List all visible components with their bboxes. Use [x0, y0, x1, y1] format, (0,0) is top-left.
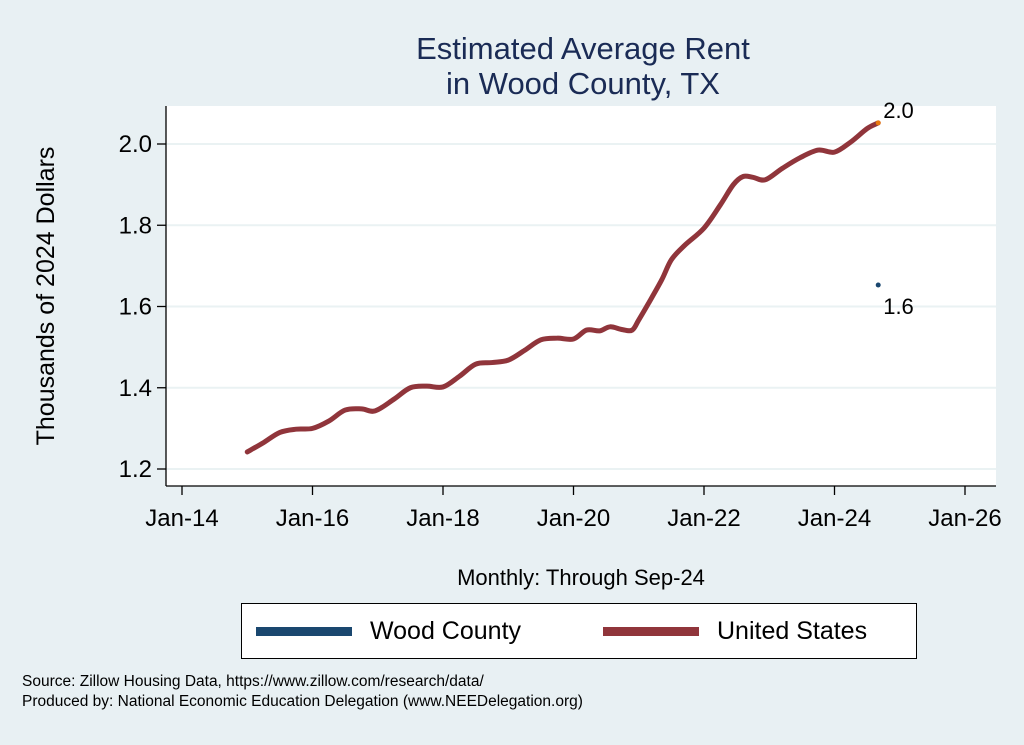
- legend-swatch-united-states: [603, 626, 699, 636]
- produced-by-note: Produced by: National Economic Education…: [22, 693, 583, 710]
- y-tick-label: 1.6: [119, 294, 152, 321]
- legend-swatch-wood-county: [256, 626, 352, 636]
- y-tick-label: 1.4: [119, 375, 152, 402]
- y-axis-title: Thousands of 2024 Dollars: [32, 147, 60, 446]
- series-group: [244, 120, 881, 455]
- end-marker-united-states: [875, 120, 881, 126]
- plot-area: [166, 106, 996, 486]
- x-axis-title: Monthly: Through Sep-24: [457, 565, 705, 590]
- end-label-united-states: 2.0: [883, 98, 914, 123]
- chart-title-line-1: Estimated Average Rent: [416, 31, 750, 66]
- axes: [165, 106, 996, 487]
- x-tick-label: Jan-16: [276, 505, 349, 532]
- end-marker-wood-county: [875, 282, 881, 288]
- x-tick-label: Jan-26: [928, 505, 1001, 532]
- footer: Source: Zillow Housing Data, https://www…: [22, 672, 583, 712]
- y-tick-label: 1.2: [119, 456, 152, 483]
- legend-item-united-states: United States: [603, 604, 867, 658]
- x-tick-label: Jan-20: [537, 505, 610, 532]
- legend-label-wood-county: Wood County: [370, 616, 522, 645]
- y-tick-label: 1.8: [119, 212, 152, 239]
- chart-title-line-2: in Wood County, TX: [446, 66, 720, 101]
- x-tick-label: Jan-22: [667, 505, 740, 532]
- x-tick-label: Jan-24: [798, 505, 871, 532]
- end-label-wood-county: 1.6: [883, 294, 914, 319]
- source-note: Source: Zillow Housing Data, https://www…: [22, 673, 484, 690]
- y-tick-label: 2.0: [119, 131, 152, 158]
- legend-label-united-states: United States: [717, 616, 868, 645]
- x-tick-label: Jan-14: [145, 505, 218, 532]
- data-labels: 1.6 2.0: [883, 98, 914, 319]
- series-line-united-states: [244, 120, 881, 455]
- gridlines: [166, 143, 996, 470]
- legend: Wood County United States: [241, 603, 917, 659]
- legend-item-wood-county: Wood County: [256, 604, 521, 658]
- ticks: 1.2 1.4 1.6 1.8 2.0 Jan-14 Jan-16 Jan-18 Jan-20 J…: [119, 131, 1002, 532]
- x-tick-label: Jan-18: [406, 505, 479, 532]
